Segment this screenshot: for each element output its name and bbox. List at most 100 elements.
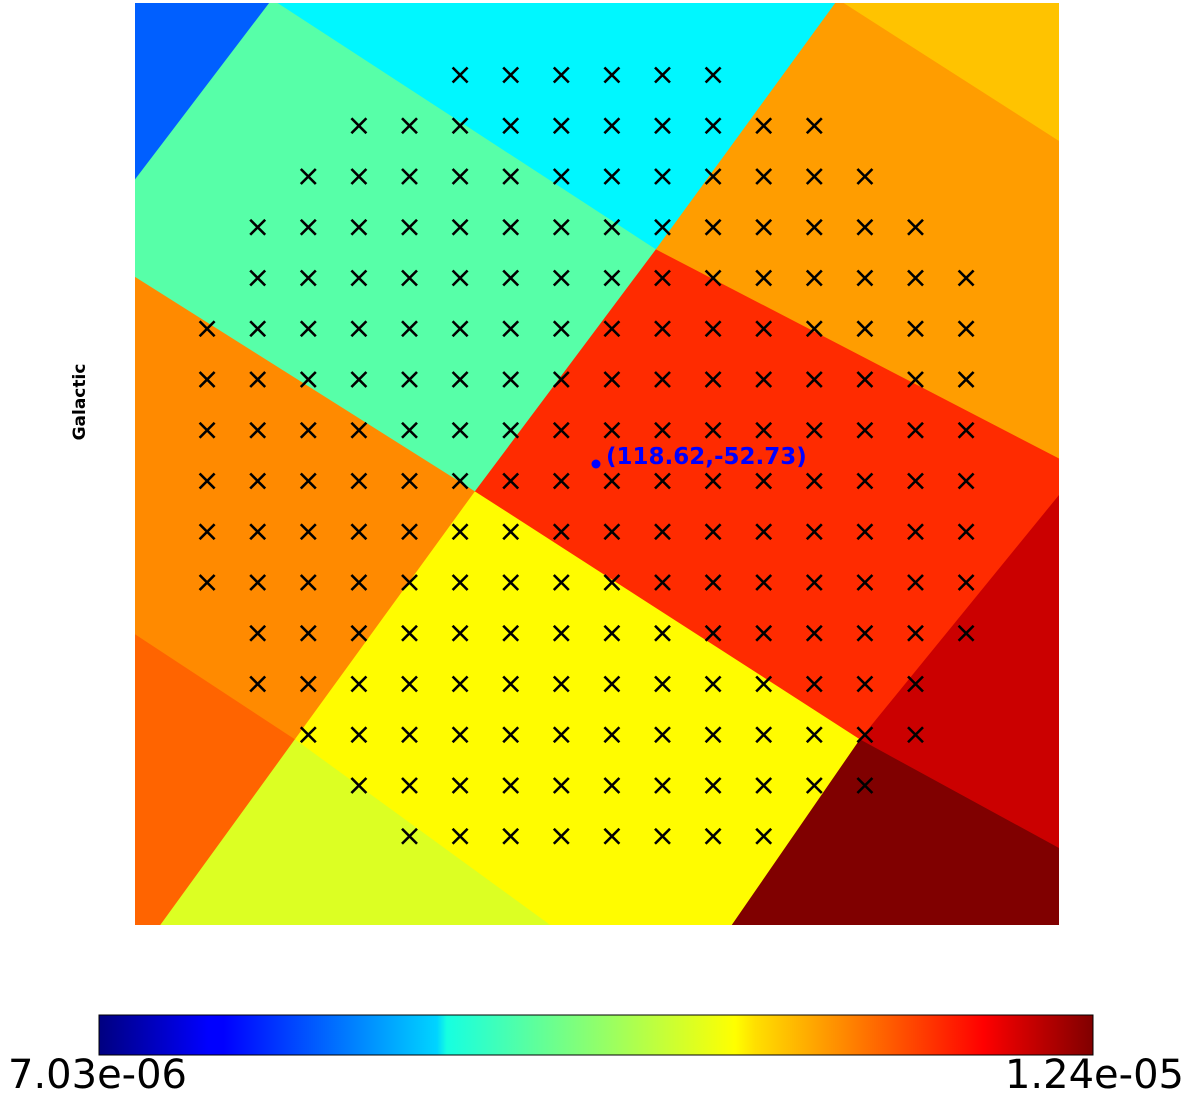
grid-marker	[957, 371, 975, 388]
grid-marker	[401, 168, 418, 185]
grid-marker	[299, 320, 317, 338]
grid-marker	[502, 523, 520, 541]
grid-marker	[502, 726, 520, 744]
grid-marker	[502, 421, 520, 439]
grid-marker	[198, 371, 216, 388]
grid-marker	[552, 574, 570, 591]
grid-marker	[805, 421, 823, 439]
grid-marker	[654, 269, 671, 287]
colorbar	[98, 1014, 1094, 1056]
grid-marker	[856, 320, 874, 338]
grid-marker	[451, 726, 469, 744]
grid-marker	[350, 675, 368, 693]
grid-marker	[552, 66, 570, 84]
grid-marker	[552, 624, 570, 642]
grid-marker	[350, 269, 368, 287]
grid-marker	[350, 472, 368, 490]
grid-marker	[907, 675, 924, 693]
grid-marker	[805, 777, 823, 794]
grid-marker	[654, 675, 671, 693]
grid-marker	[299, 168, 317, 185]
grid-marker	[907, 624, 924, 642]
grid-marker	[755, 371, 773, 388]
grid-marker	[502, 827, 520, 845]
grid-marker	[603, 624, 621, 642]
grid-marker	[755, 472, 773, 490]
grid-marker	[198, 472, 216, 490]
grid-marker	[957, 472, 975, 490]
grid-marker	[907, 523, 924, 541]
grid-marker	[198, 523, 216, 541]
grid-marker	[401, 523, 418, 541]
grid-marker	[552, 726, 570, 744]
grid-marker	[552, 371, 570, 388]
grid-marker	[603, 472, 621, 490]
grid-marker	[502, 168, 520, 185]
grid-marker	[805, 168, 823, 185]
grid-marker	[654, 472, 671, 490]
grid-marker	[299, 269, 317, 287]
grid-marker	[755, 675, 773, 693]
grid-marker	[451, 827, 469, 845]
grid-marker	[704, 168, 722, 185]
grid-marker	[552, 320, 570, 338]
grid-marker	[654, 421, 671, 439]
grid-marker	[401, 827, 418, 845]
grid-marker	[856, 675, 874, 693]
grid-marker	[856, 624, 874, 642]
grid-marker	[805, 371, 823, 388]
grid-marker	[451, 523, 469, 541]
grid-marker	[805, 320, 823, 338]
grid-marker	[350, 777, 368, 794]
grid-marker	[603, 117, 621, 135]
grid-marker	[198, 320, 216, 338]
grid-marker	[350, 523, 368, 541]
grid-marker	[603, 675, 621, 693]
grid-marker	[704, 472, 722, 490]
grid-marker	[350, 320, 368, 338]
grid-marker	[704, 320, 722, 338]
grid-marker	[704, 675, 722, 693]
grid-marker	[451, 269, 469, 287]
grid-marker	[856, 269, 874, 287]
grid-marker	[299, 624, 317, 642]
grid-marker	[907, 726, 924, 744]
grid-marker	[198, 574, 216, 591]
marked-point	[591, 459, 601, 469]
grid-marker	[755, 218, 773, 236]
grid-marker	[552, 269, 570, 287]
grid-marker	[299, 218, 317, 236]
grid-marker	[654, 574, 671, 591]
grid-marker	[451, 624, 469, 642]
grid-marker	[654, 371, 671, 388]
grid-marker	[502, 574, 520, 591]
grid-marker	[805, 624, 823, 642]
grid-marker	[654, 726, 671, 744]
grid-marker	[401, 675, 418, 693]
grid-marker	[502, 269, 520, 287]
grid-marker	[249, 421, 267, 439]
grid-marker	[451, 218, 469, 236]
coordinate-system-label: Galactic	[70, 363, 90, 441]
grid-marker	[603, 523, 621, 541]
grid-marker	[654, 320, 671, 338]
grid-marker	[552, 777, 570, 794]
grid-marker	[451, 421, 469, 439]
grid-marker	[502, 320, 520, 338]
grid-marker	[552, 117, 570, 135]
grid-marker	[805, 726, 823, 744]
grid-marker	[401, 320, 418, 338]
grid-marker	[603, 371, 621, 388]
grid-marker	[755, 523, 773, 541]
grid-marker	[856, 168, 874, 185]
grid-marker	[552, 421, 570, 439]
grid-marker	[603, 827, 621, 845]
grid-marker	[755, 117, 773, 135]
grid-marker	[654, 168, 671, 185]
grid-marker	[299, 371, 317, 388]
grid-marker	[704, 523, 722, 541]
grid-marker	[451, 168, 469, 185]
grid-marker	[552, 168, 570, 185]
grid-marker	[451, 574, 469, 591]
grid-marker	[755, 777, 773, 794]
